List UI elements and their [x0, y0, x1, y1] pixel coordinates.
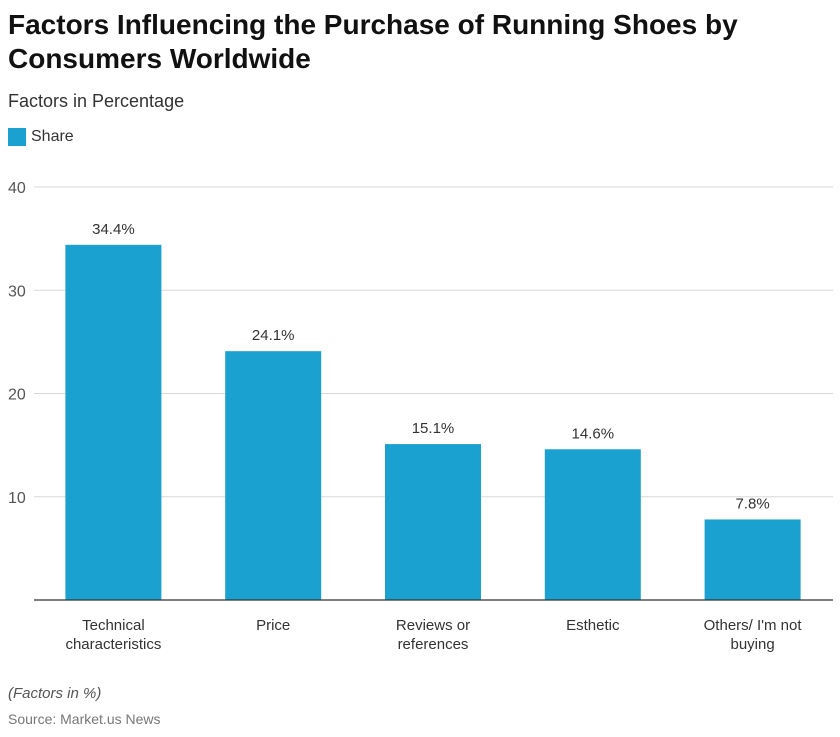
bar [225, 351, 322, 600]
x-tick-label: Reviews or [396, 617, 470, 634]
y-tick-label: 40 [8, 180, 26, 197]
data-label: 14.6% [572, 425, 615, 442]
legend-label: Share [31, 128, 74, 145]
bar [65, 244, 162, 600]
x-tick-label: buying [730, 636, 774, 653]
data-label: 7.8% [735, 495, 769, 512]
bar [385, 444, 481, 600]
chart-subtitle: Factors in Percentage [8, 91, 185, 111]
y-tick-label: 20 [8, 387, 26, 404]
bar [544, 449, 641, 600]
bar [704, 519, 801, 600]
data-label: 34.4% [92, 221, 135, 238]
x-tick-label: Price [256, 617, 290, 634]
x-tick-label: Technical [82, 617, 145, 634]
legend-swatch [8, 128, 26, 146]
chart-title: Factors Influencing the Purchase of Runn… [8, 9, 738, 74]
x-tick-label: references [398, 636, 469, 653]
source: Source: Market.us News [8, 711, 161, 727]
data-label: 24.1% [252, 327, 295, 344]
x-tick-label: Others/ I'm not [704, 617, 803, 634]
x-tick-label: Esthetic [566, 617, 620, 634]
y-tick-label: 30 [8, 283, 26, 300]
data-label: 15.1% [412, 420, 455, 437]
x-tick-label: characteristics [65, 636, 161, 653]
footnote: (Factors in %) [8, 685, 102, 702]
legend: Share [8, 128, 74, 146]
y-tick-label: 10 [8, 490, 26, 507]
